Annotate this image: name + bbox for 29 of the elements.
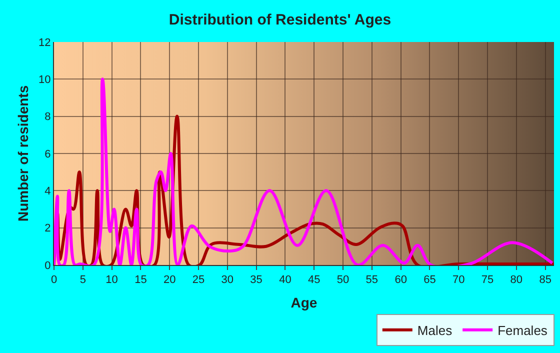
x-tick-label: 65 xyxy=(424,274,436,286)
y-tick-label: 12 xyxy=(38,36,51,49)
y-tick-label: 6 xyxy=(44,148,51,160)
x-tick-label: 5 xyxy=(80,274,86,286)
y-axis-title: Number of residents xyxy=(15,85,32,222)
x-tick-label: 35 xyxy=(250,274,262,286)
x-axis-title: Age xyxy=(290,294,318,310)
x-tick-label: 55 xyxy=(366,274,378,286)
x-tick-label: 70 xyxy=(452,274,465,286)
y-tick-label: 2 xyxy=(44,222,51,235)
x-tick-label: 10 xyxy=(106,274,118,286)
x-tick-label: 75 xyxy=(481,274,494,286)
y-tick-label: 0 xyxy=(44,260,51,272)
x-tick-label: 25 xyxy=(192,274,205,286)
x-tick-label: 60 xyxy=(394,274,407,286)
x-tick-label: 80 xyxy=(510,274,523,286)
x-tick-label: 40 xyxy=(279,274,292,286)
legend-label: Males xyxy=(417,322,453,338)
x-tick-label: 30 xyxy=(221,274,234,286)
x-tick-label: 15 xyxy=(134,274,147,286)
y-tick-label: 8 xyxy=(44,111,51,124)
legend-label: Females xyxy=(498,322,548,338)
chart-title: Distribution of Residents' Ages xyxy=(168,12,392,29)
y-tick-label: 4 xyxy=(44,185,51,198)
x-tick-label: 45 xyxy=(308,274,320,286)
x-tick-label: 50 xyxy=(336,274,350,286)
x-tick-label: 85 xyxy=(539,274,552,286)
x-tick-label: 20 xyxy=(163,274,176,286)
y-tick-label: 10 xyxy=(38,74,51,86)
